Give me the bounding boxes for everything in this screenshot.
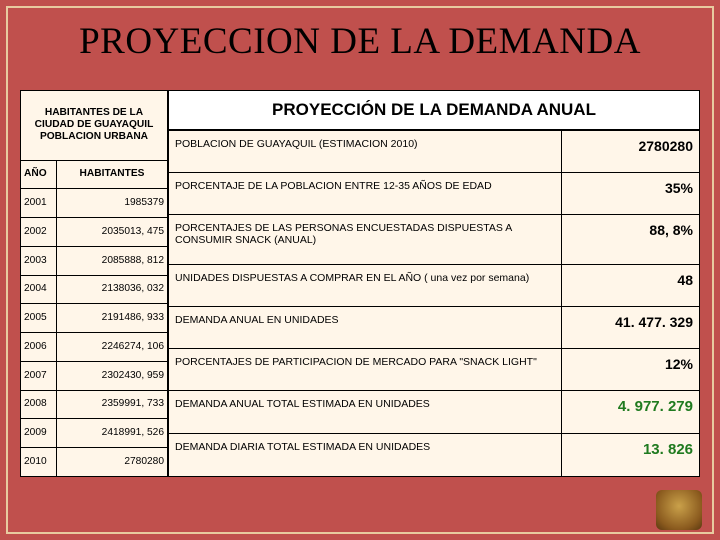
demand-value: 4. 977. 279: [561, 391, 699, 434]
population-year: 2003: [21, 246, 57, 275]
demand-value: 35%: [561, 173, 699, 215]
demand-row: DEMANDA DIARIA TOTAL ESTIMADA EN UNIDADE…: [169, 434, 700, 477]
demand-row: PORCENTAJE DE LA POBLACION ENTRE 12-35 A…: [169, 173, 700, 215]
population-row: 20082359991, 733: [21, 390, 168, 419]
population-row: 20072302430, 959: [21, 361, 168, 390]
population-value: 2138036, 032: [57, 275, 168, 304]
population-value: 2418991, 526: [57, 419, 168, 448]
demand-heading: PROYECCIÓN DE LA DEMANDA ANUAL: [168, 90, 700, 130]
demand-row: UNIDADES DISPUESTAS A COMPRAR EN EL AÑO …: [169, 265, 700, 307]
demand-value: 2780280: [561, 131, 699, 173]
population-year: 2001: [21, 189, 57, 218]
demand-label: DEMANDA DIARIA TOTAL ESTIMADA EN UNIDADE…: [169, 434, 562, 477]
population-year: 2009: [21, 419, 57, 448]
demand-value: 41. 477. 329: [561, 307, 699, 349]
population-value: 2085888, 812: [57, 246, 168, 275]
population-row: 20052191486, 933: [21, 304, 168, 333]
population-row: 20011985379: [21, 189, 168, 218]
col-hab-header: HABITANTES: [57, 160, 168, 189]
demand-value: 88, 8%: [561, 215, 699, 265]
demand-row: DEMANDA ANUAL EN UNIDADES41. 477. 329: [169, 307, 700, 349]
population-year: 2004: [21, 275, 57, 304]
population-table: HABITANTES DE LA CIUDAD DE GUAYAQUIL POB…: [20, 90, 168, 477]
population-value: 1985379: [57, 189, 168, 218]
logo-badge: [656, 490, 702, 530]
demand-label: PORCENTAJES DE PARTICIPACION DE MERCADO …: [169, 349, 562, 391]
demand-row: PORCENTAJES DE PARTICIPACION DE MERCADO …: [169, 349, 700, 391]
population-row: 20042138036, 032: [21, 275, 168, 304]
demand-value: 48: [561, 265, 699, 307]
population-header: HABITANTES DE LA CIUDAD DE GUAYAQUIL POB…: [21, 91, 168, 161]
col-year-header: AÑO: [21, 160, 57, 189]
population-year: 2002: [21, 218, 57, 247]
demand-label: UNIDADES DISPUESTAS A COMPRAR EN EL AÑO …: [169, 265, 562, 307]
population-year: 2006: [21, 333, 57, 362]
demand-label: DEMANDA ANUAL TOTAL ESTIMADA EN UNIDADES: [169, 391, 562, 434]
demand-row: PORCENTAJES DE LAS PERSONAS ENCUESTADAS …: [169, 215, 700, 265]
population-row: 20022035013, 475: [21, 218, 168, 247]
demand-table: POBLACION DE GUAYAQUIL (ESTIMACION 2010)…: [168, 130, 700, 477]
population-row: 20102780280: [21, 448, 168, 477]
population-value: 2035013, 475: [57, 218, 168, 247]
population-year: 2007: [21, 361, 57, 390]
demand-row: DEMANDA ANUAL TOTAL ESTIMADA EN UNIDADES…: [169, 391, 700, 434]
demand-label: PORCENTAJE DE LA POBLACION ENTRE 12-35 A…: [169, 173, 562, 215]
population-year: 2005: [21, 304, 57, 333]
population-value: 2780280: [57, 448, 168, 477]
population-year: 2010: [21, 448, 57, 477]
population-row: 20032085888, 812: [21, 246, 168, 275]
population-row: 20092418991, 526: [21, 419, 168, 448]
page-title: PROYECCION DE LA DEMANDA: [0, 20, 720, 63]
population-row: 20062246274, 106: [21, 333, 168, 362]
demand-label: PORCENTAJES DE LAS PERSONAS ENCUESTADAS …: [169, 215, 562, 265]
demand-value: 12%: [561, 349, 699, 391]
population-year: 2008: [21, 390, 57, 419]
population-value: 2359991, 733: [57, 390, 168, 419]
content-area: HABITANTES DE LA CIUDAD DE GUAYAQUIL POB…: [20, 90, 700, 477]
population-value: 2246274, 106: [57, 333, 168, 362]
demand-label: DEMANDA ANUAL EN UNIDADES: [169, 307, 562, 349]
demand-row: POBLACION DE GUAYAQUIL (ESTIMACION 2010)…: [169, 131, 700, 173]
population-value: 2191486, 933: [57, 304, 168, 333]
demand-label: POBLACION DE GUAYAQUIL (ESTIMACION 2010): [169, 131, 562, 173]
demand-section: PROYECCIÓN DE LA DEMANDA ANUAL POBLACION…: [168, 90, 700, 477]
population-value: 2302430, 959: [57, 361, 168, 390]
demand-value: 13. 826: [561, 434, 699, 477]
